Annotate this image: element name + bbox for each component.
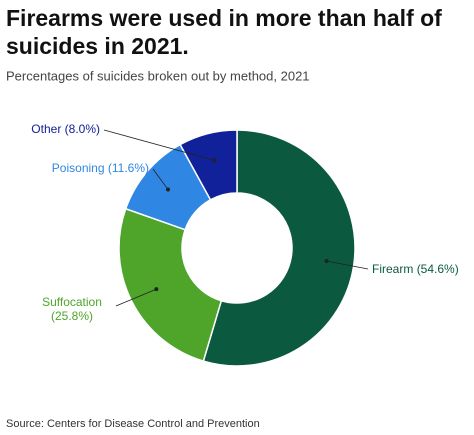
- category-name: Suffocation: [42, 295, 102, 309]
- donut-slice: [179, 129, 238, 201]
- leader-line: [326, 260, 369, 270]
- leader-dot: [324, 259, 329, 264]
- category-name: Other: [31, 122, 61, 136]
- leader-dot: [212, 158, 217, 163]
- leader-line: [152, 168, 169, 190]
- slice-label: Other (8.0%): [31, 122, 100, 136]
- donut-slice: [202, 129, 356, 367]
- value-label: (25.8%): [51, 309, 93, 323]
- value-label: (8.0%): [65, 122, 100, 136]
- leader-dot: [154, 287, 159, 292]
- leader-line: [115, 288, 157, 307]
- slice-label: Firearm (54.6%): [372, 262, 459, 276]
- slice-label: Poisoning (11.6%): [52, 161, 149, 175]
- source: Source: Centers for Disease Control and …: [6, 418, 260, 430]
- chart-title: Firearms were used in more than half of: [6, 5, 442, 31]
- donut-slice: [118, 207, 223, 363]
- category-name: Firearm: [372, 262, 413, 276]
- value-label: (11.6%): [108, 161, 149, 175]
- leader-dot: [165, 187, 170, 192]
- chart-subtitle: Percentages of suicides broken out by me…: [6, 68, 310, 83]
- leader-line: [103, 129, 215, 161]
- category-name: Poisoning: [52, 161, 105, 175]
- value-label: (54.6%): [417, 262, 459, 276]
- slice-label: Suffocation (25.8%): [42, 295, 102, 323]
- chart-title: suicides in 2021.: [6, 33, 189, 59]
